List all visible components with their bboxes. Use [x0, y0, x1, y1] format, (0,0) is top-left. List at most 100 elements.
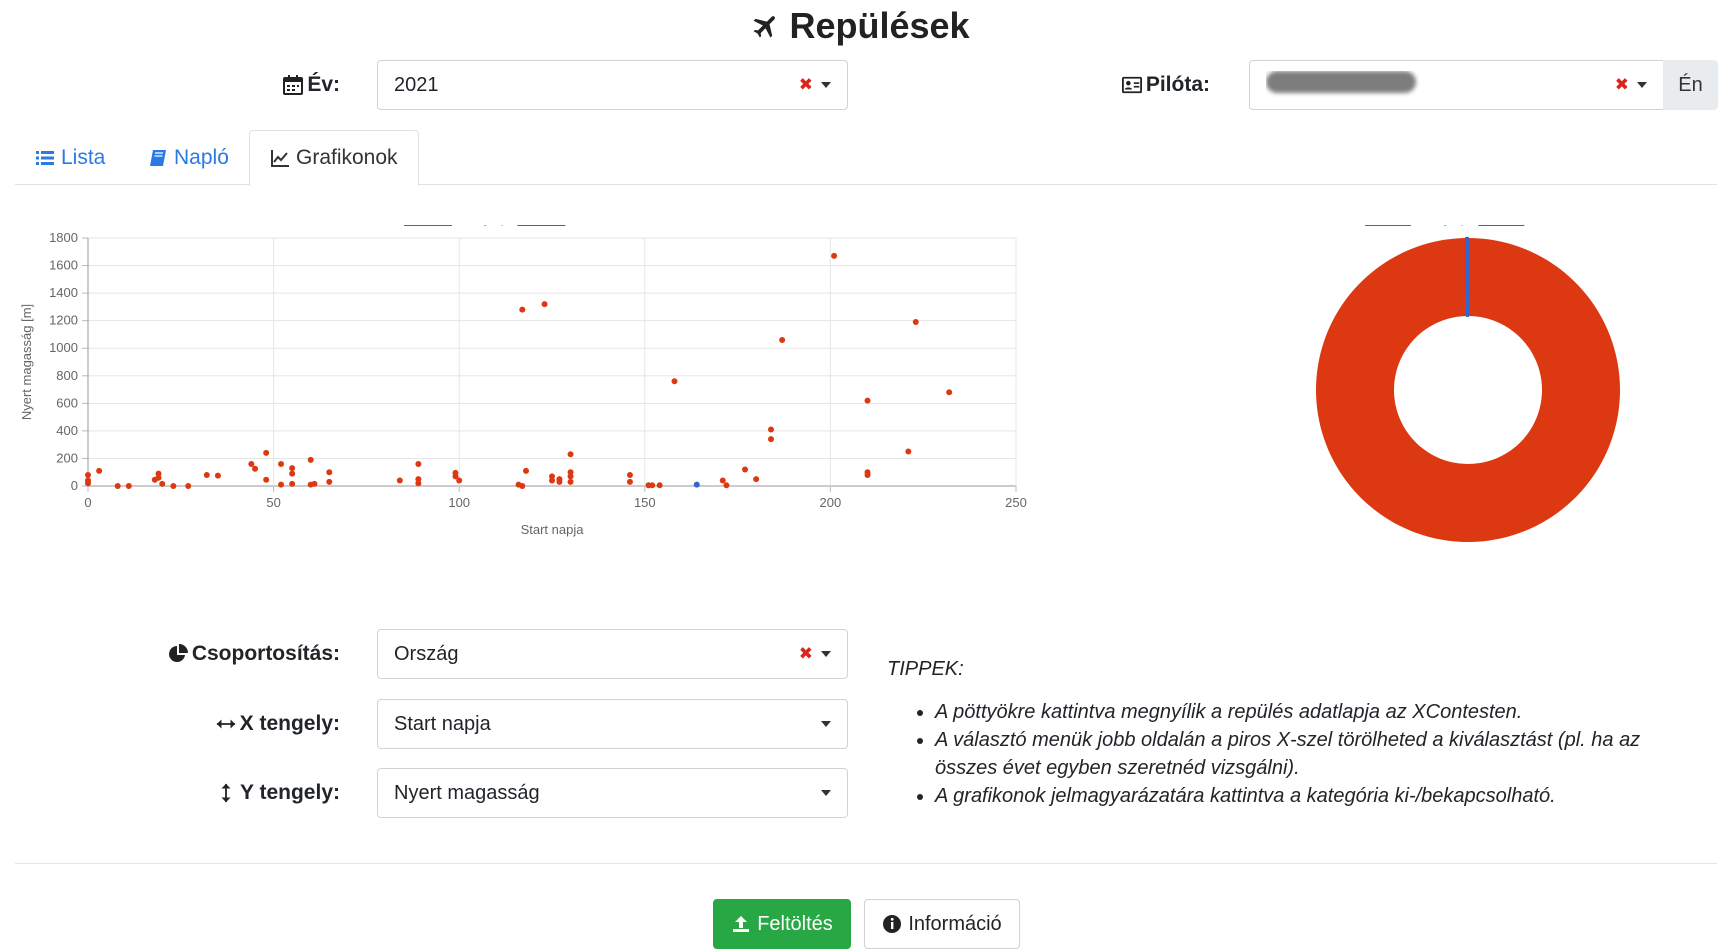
chevron-down-icon[interactable]: [821, 790, 831, 796]
data-point[interactable]: [831, 252, 838, 259]
data-point[interactable]: [523, 467, 530, 474]
data-point[interactable]: [185, 483, 192, 489]
data-point[interactable]: [779, 336, 786, 343]
data-point[interactable]: [519, 483, 526, 489]
tab-grafikonok[interactable]: Grafikonok: [249, 130, 419, 186]
me-button[interactable]: Én: [1663, 60, 1718, 110]
data-point[interactable]: [549, 477, 555, 484]
data-point[interactable]: [203, 471, 210, 478]
data-point[interactable]: [252, 465, 259, 472]
data-point[interactable]: [85, 480, 91, 487]
tip-item: A választó menük jobb oldalán a piros X-…: [935, 726, 1707, 782]
data-point[interactable]: [719, 477, 726, 484]
data-point[interactable]: [567, 473, 574, 480]
tab-naplo[interactable]: Napló: [128, 130, 249, 185]
data-point[interactable]: [556, 478, 563, 485]
legend-item[interactable]: Slovenia: [1478, 225, 1582, 226]
data-point[interactable]: [114, 483, 121, 489]
redacted-pilot-name: [1266, 71, 1416, 93]
data-point[interactable]: [307, 456, 314, 463]
tab-lista[interactable]: Lista: [15, 130, 125, 185]
data-point[interactable]: [452, 473, 459, 480]
data-point[interactable]: [549, 473, 555, 480]
legend-item[interactable]: Hungary: [404, 225, 508, 226]
data-point[interactable]: [155, 470, 162, 477]
data-point[interactable]: [289, 465, 296, 472]
y-tick-label: 1600: [49, 258, 78, 273]
legend-item[interactable]: Hungary: [1365, 225, 1468, 226]
data-point[interactable]: [693, 481, 700, 488]
data-point[interactable]: [326, 478, 333, 485]
data-point[interactable]: [289, 470, 296, 477]
data-point[interactable]: [567, 451, 574, 458]
data-point[interactable]: [170, 483, 177, 489]
chevron-down-icon[interactable]: [821, 82, 831, 88]
data-point[interactable]: [96, 467, 103, 474]
y-tick-label: 1800: [49, 230, 78, 245]
data-point[interactable]: [541, 301, 548, 308]
data-point[interactable]: [567, 469, 574, 476]
data-point[interactable]: [415, 476, 422, 483]
data-point[interactable]: [905, 448, 912, 455]
y-tick-label: 200: [56, 450, 78, 465]
data-point[interactable]: [864, 471, 871, 478]
data-point[interactable]: [396, 477, 403, 484]
data-point[interactable]: [311, 480, 318, 487]
data-point[interactable]: [864, 397, 871, 404]
data-point[interactable]: [753, 476, 760, 483]
data-point[interactable]: [656, 482, 663, 489]
chevron-down-icon[interactable]: [821, 651, 831, 657]
year-select-value: 2021: [394, 73, 439, 96]
clear-pilot-icon[interactable]: ✖: [1614, 75, 1629, 94]
x-axis-select[interactable]: Start napja: [377, 699, 848, 749]
clear-group-icon[interactable]: ✖: [798, 644, 813, 663]
data-point[interactable]: [278, 460, 285, 467]
year-select[interactable]: 2021 ✖: [377, 60, 848, 110]
data-point[interactable]: [415, 480, 422, 487]
tips-title: TIPPEK:: [887, 658, 964, 680]
y-axis-title: Nyert magasság [m]: [19, 304, 34, 420]
data-point[interactable]: [742, 466, 749, 473]
x-tick-label: 50: [266, 495, 280, 510]
group-select[interactable]: Ország ✖: [377, 629, 848, 679]
airplane-icon: [754, 16, 776, 38]
data-point[interactable]: [214, 472, 221, 479]
data-point[interactable]: [263, 449, 270, 456]
data-point[interactable]: [723, 482, 730, 489]
data-point[interactable]: [278, 481, 285, 488]
data-point[interactable]: [649, 482, 656, 489]
chevron-down-icon[interactable]: [821, 721, 831, 727]
data-point[interactable]: [567, 478, 574, 485]
pilot-select-value: [1266, 71, 1615, 99]
data-point[interactable]: [289, 480, 296, 487]
doughnut-slice[interactable]: [1316, 238, 1620, 542]
data-point[interactable]: [248, 460, 255, 467]
data-point[interactable]: [946, 389, 953, 396]
data-point[interactable]: [85, 471, 91, 478]
doughnut-slice[interactable]: [1465, 236, 1469, 318]
data-point[interactable]: [626, 478, 633, 485]
data-point[interactable]: [263, 476, 270, 483]
data-point[interactable]: [768, 426, 775, 433]
data-point[interactable]: [159, 480, 166, 487]
legend-item[interactable]: Slovenia: [517, 225, 622, 226]
data-point[interactable]: [415, 460, 422, 467]
data-point[interactable]: [671, 378, 678, 385]
chevron-down-icon[interactable]: [1637, 82, 1647, 88]
footer-divider: [15, 863, 1717, 864]
data-point[interactable]: [125, 483, 132, 489]
data-point[interactable]: [519, 306, 526, 313]
data-point[interactable]: [912, 319, 919, 326]
upload-button[interactable]: Feltöltés: [713, 899, 851, 949]
data-point[interactable]: [626, 471, 633, 478]
y-axis-select[interactable]: Nyert magasság: [377, 768, 848, 818]
data-point[interactable]: [768, 436, 775, 443]
pilot-select[interactable]: ✖: [1249, 60, 1664, 110]
info-button[interactable]: Információ: [864, 899, 1020, 949]
data-point[interactable]: [456, 477, 463, 484]
line-chart-icon: [271, 150, 289, 167]
clear-year-icon[interactable]: ✖: [798, 75, 813, 94]
x-tick-label: 100: [448, 495, 470, 510]
data-point[interactable]: [155, 474, 162, 481]
data-point[interactable]: [326, 469, 333, 476]
